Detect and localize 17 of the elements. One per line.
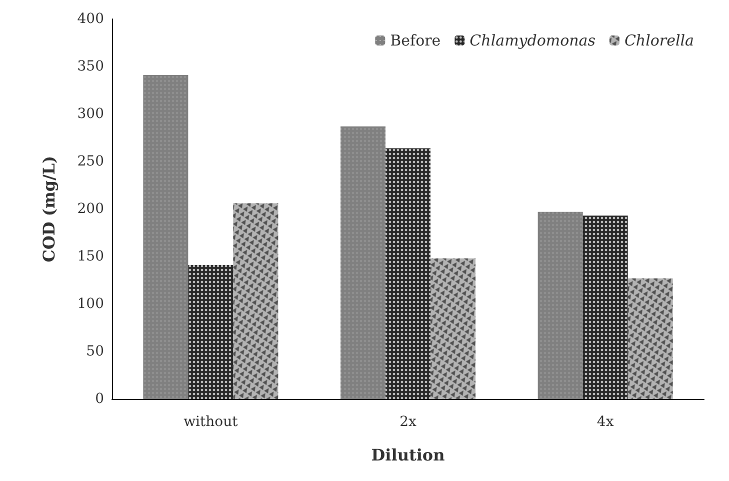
y-axis-title: COD (mg/L)	[40, 156, 58, 262]
y-tick-label: 50	[86, 344, 104, 360]
y-tick-label: 100	[77, 296, 104, 312]
y-tick-label: 0	[95, 391, 104, 407]
y-tick-label: 200	[77, 201, 104, 217]
x-tick-label: without	[184, 414, 238, 430]
x-tick-label: 2x	[400, 414, 416, 430]
y-tick-label: 400	[77, 11, 104, 27]
y-tick-label: 350	[77, 58, 104, 74]
legend-label: Chlorella	[624, 32, 694, 50]
legend-label: Chlamydomonas	[470, 32, 596, 50]
y-tick-label: 250	[77, 154, 104, 170]
x-axis-title: Dilution	[371, 446, 446, 464]
x-tick-label: 4x	[596, 414, 614, 430]
y-tick-label: 300	[77, 106, 104, 122]
y-tick-label: 150	[77, 248, 104, 264]
legend-label: Before	[390, 32, 441, 50]
